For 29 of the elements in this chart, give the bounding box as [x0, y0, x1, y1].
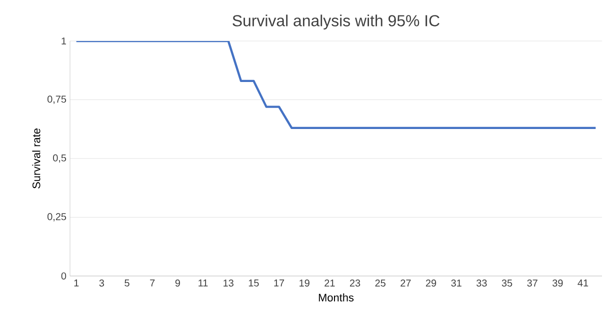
x-tick-label: 41: [578, 280, 588, 286]
x-tick-label: 23: [350, 280, 360, 287]
x-tick-label: 1: [74, 280, 79, 286]
x-tick-label: 3: [99, 280, 104, 287]
x-tick-label: 25: [375, 280, 386, 287]
x-tick-label: 29: [426, 280, 436, 287]
x-tick-label: 11: [198, 280, 208, 286]
x-tick-label: 33: [476, 280, 487, 287]
x-tick-label: 13: [224, 280, 234, 287]
y-axis-title: Survival rate: [32, 128, 40, 188]
x-tick-label: 15: [248, 280, 259, 286]
x-tick-label: 19: [300, 280, 310, 287]
y-tick-label: 0,75: [47, 96, 66, 104]
x-axis-title: Months: [318, 293, 354, 302]
y-tick-label: 0,5: [53, 154, 66, 163]
x-tick-label: 17: [274, 280, 284, 286]
x-tick-label: 9: [175, 280, 180, 287]
x-tick-label: 21: [324, 280, 335, 286]
x-tick-label: 27: [400, 280, 411, 286]
y-tick-label: 0,25: [47, 213, 66, 222]
chart-title: Survival analysis with 95% IC: [232, 14, 440, 30]
x-tick-label: 7: [150, 280, 155, 286]
x-tick-label: 5: [124, 280, 130, 286]
x-tick-label: 35: [502, 280, 512, 287]
x-tick-label: 37: [527, 280, 538, 287]
y-tick-label: 1: [62, 38, 66, 44]
x-tick-label: 31: [451, 280, 462, 287]
x-tick-label: 39: [552, 280, 563, 287]
y-tick-label: 0: [61, 272, 66, 280]
